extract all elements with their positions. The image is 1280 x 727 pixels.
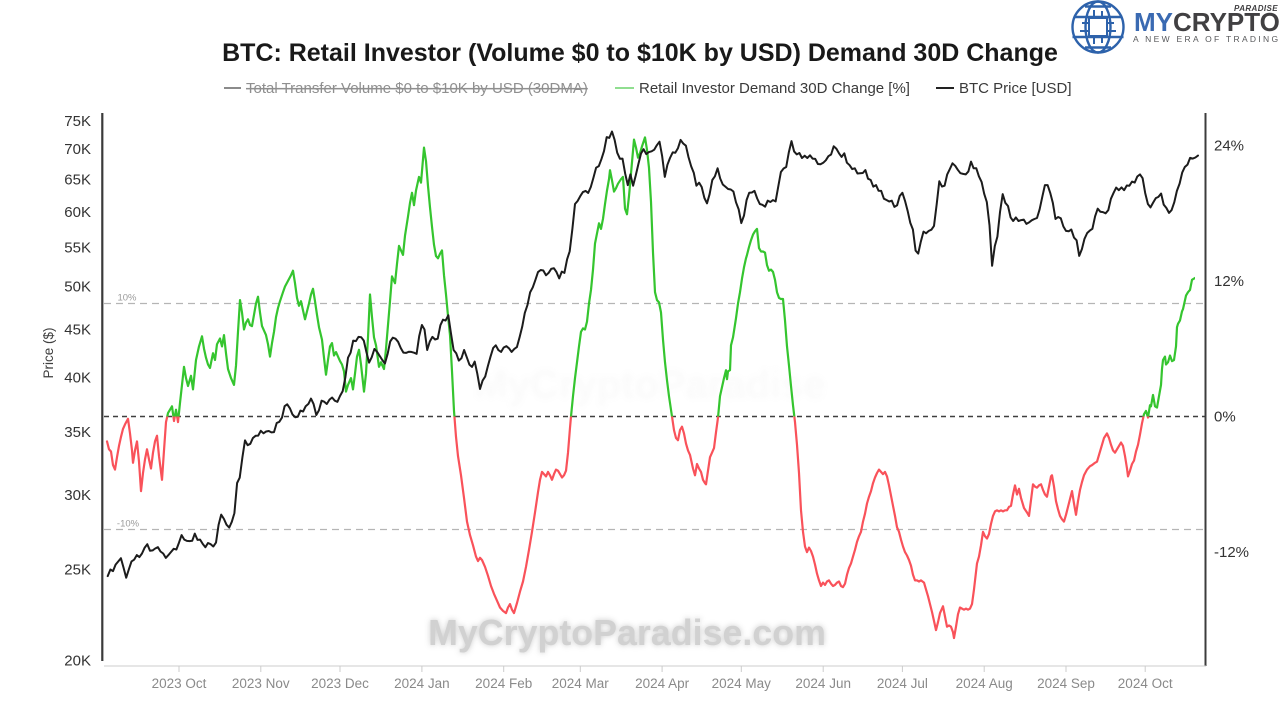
svg-text:-12%: -12% [1214,544,1249,561]
svg-text:MyCryptoParadise.com: MyCryptoParadise.com [428,613,826,653]
svg-text:70K: 70K [64,141,91,158]
svg-text:25K: 25K [64,562,91,579]
svg-text:2024 Feb: 2024 Feb [475,676,532,691]
svg-text:BTC: Retail Investor (Volume $: BTC: Retail Investor (Volume $0 to $10K … [222,39,1058,67]
svg-text:24%: 24% [1214,137,1244,154]
svg-text:2024 Sep: 2024 Sep [1037,676,1095,691]
svg-text:45K: 45K [64,322,91,339]
svg-text:2024 Jul: 2024 Jul [877,676,928,691]
svg-text:2023 Nov: 2023 Nov [232,676,290,691]
svg-text:-10%: -10% [117,519,140,530]
svg-text:60K: 60K [64,204,91,221]
svg-text:40K: 40K [64,370,91,387]
svg-text:2024 Apr: 2024 Apr [635,676,690,691]
svg-text:50K: 50K [64,279,91,296]
svg-text:Total Transfer Volume $0 to $1: Total Transfer Volume $0 to $10K by USD … [246,80,588,97]
svg-text:2024 Oct: 2024 Oct [1118,676,1173,691]
svg-text:2024 May: 2024 May [712,676,772,691]
svg-text:MYCRYPTO: MYCRYPTO [1134,7,1280,37]
svg-text:30K: 30K [64,487,91,504]
svg-text:65K: 65K [64,171,91,188]
svg-text:BTC Price [USD]: BTC Price [USD] [959,80,1072,97]
svg-text:20K: 20K [64,653,91,670]
svg-text:MyCryptoParadise: MyCryptoParadise [474,363,825,407]
svg-text:2023 Dec: 2023 Dec [311,676,369,691]
svg-text:0%: 0% [1214,409,1236,426]
svg-text:2024 Jan: 2024 Jan [394,676,450,691]
svg-text:A NEW ERA OF TRADING: A NEW ERA OF TRADING [1133,34,1280,44]
svg-text:35K: 35K [64,424,91,441]
svg-text:Retail Investor Demand 30D Cha: Retail Investor Demand 30D Change [%] [639,80,910,97]
svg-text:75K: 75K [64,113,91,130]
svg-text:2024 Mar: 2024 Mar [552,676,610,691]
svg-text:2023 Oct: 2023 Oct [152,676,207,691]
svg-text:2024 Aug: 2024 Aug [956,676,1013,691]
svg-text:Price ($): Price ($) [41,327,56,378]
svg-text:10%: 10% [117,293,137,304]
svg-text:12%: 12% [1214,273,1244,290]
svg-text:MyCryptoParadise.com: MyCryptoParadise.com [428,613,826,653]
svg-text:2024 Jun: 2024 Jun [795,676,851,691]
svg-text:55K: 55K [64,240,91,257]
svg-text:PARADISE: PARADISE [1234,4,1278,13]
